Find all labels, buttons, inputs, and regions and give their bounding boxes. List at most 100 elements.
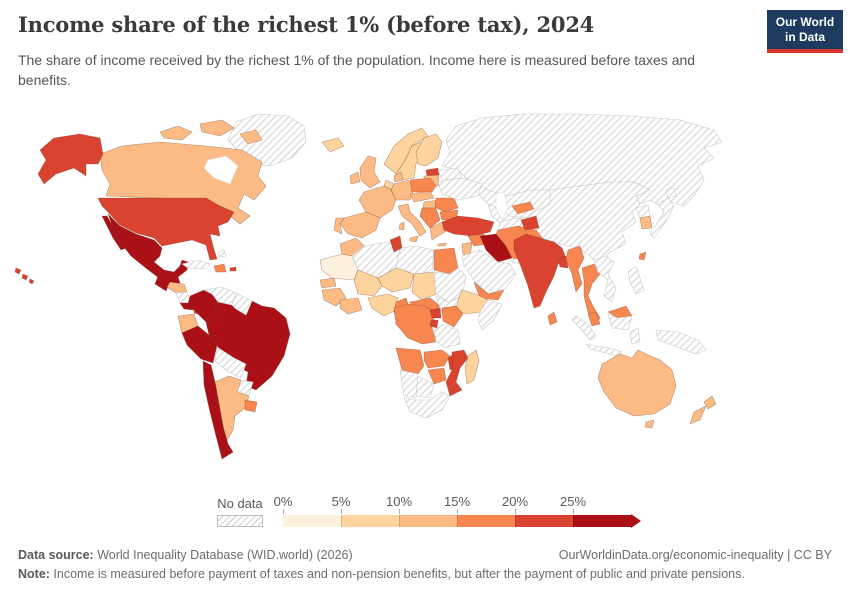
region-zimbabwe[interactable] bbox=[427, 367, 447, 385]
region-somalia[interactable] bbox=[477, 299, 503, 331]
region-korea-north[interactable] bbox=[635, 204, 651, 219]
region-brazil[interactable] bbox=[205, 299, 291, 391]
region-finland[interactable] bbox=[415, 133, 443, 167]
region-turkey[interactable] bbox=[441, 215, 495, 237]
region-cuba[interactable] bbox=[181, 259, 211, 270]
region-denmark[interactable] bbox=[393, 171, 404, 183]
legend-segment-15-20%[interactable]: 15% bbox=[444, 494, 515, 527]
region-saudi-arabia[interactable] bbox=[461, 249, 517, 295]
region-uruguay[interactable] bbox=[244, 399, 258, 413]
region-portugal[interactable] bbox=[333, 217, 345, 235]
region-canada-islands[interactable] bbox=[159, 119, 263, 145]
note-line: Note: Income is measured before payment … bbox=[18, 567, 745, 581]
legend-tick bbox=[341, 509, 342, 514]
region-usa[interactable] bbox=[97, 197, 235, 261]
region-cote-ghana[interactable] bbox=[339, 297, 363, 315]
region-tanzania[interactable] bbox=[433, 323, 461, 349]
region-zambia[interactable] bbox=[423, 349, 451, 369]
region-new-zealand[interactable] bbox=[689, 395, 717, 425]
legend-segment-10-15%[interactable]: 10% bbox=[386, 494, 457, 527]
region-bolivia[interactable] bbox=[214, 346, 247, 379]
region-south-africa[interactable] bbox=[403, 391, 451, 419]
region-egypt[interactable] bbox=[433, 247, 459, 275]
region-indonesia[interactable] bbox=[571, 313, 641, 357]
owid-logo[interactable]: Our World in Data bbox=[767, 10, 843, 53]
region-peru[interactable] bbox=[181, 325, 218, 364]
region-hispaniola[interactable] bbox=[213, 263, 227, 273]
color-legend-bar[interactable]: 0% 5% 10% 15% 20% 25% bbox=[274, 494, 641, 528]
region-ukraine[interactable] bbox=[437, 177, 483, 201]
region-austria-czechia[interactable] bbox=[409, 190, 435, 203]
region-south-korea[interactable] bbox=[639, 215, 653, 230]
region-balkans[interactable] bbox=[419, 207, 441, 229]
region-puerto-rico[interactable] bbox=[229, 266, 237, 272]
owid-link[interactable]: OurWorldinData.org/economic-inequality |… bbox=[558, 548, 832, 562]
no-data-swatch[interactable] bbox=[217, 515, 263, 527]
region-niger[interactable] bbox=[377, 267, 415, 293]
region-estonia[interactable] bbox=[425, 167, 440, 177]
legend-tick-label: 15% bbox=[443, 494, 471, 509]
region-uganda[interactable] bbox=[429, 307, 442, 319]
region-nigeria[interactable] bbox=[367, 293, 399, 317]
region-japan[interactable] bbox=[649, 187, 677, 239]
region-ireland[interactable] bbox=[349, 171, 361, 185]
region-usa-alaska[interactable] bbox=[37, 133, 104, 185]
region-angola[interactable] bbox=[395, 347, 425, 375]
no-data-label: No data bbox=[217, 496, 263, 511]
region-botswana[interactable] bbox=[415, 375, 435, 399]
data-source-line: Data source: World Inequality Database (… bbox=[18, 548, 353, 562]
region-philippines[interactable] bbox=[627, 265, 645, 295]
region-vietnam-laos[interactable] bbox=[593, 255, 617, 303]
legend-segment-5-10%[interactable]: 5% bbox=[332, 494, 399, 527]
note-label: Note: bbox=[18, 567, 50, 581]
region-mozambique[interactable] bbox=[445, 349, 469, 397]
legend-tick-label: 0% bbox=[273, 494, 293, 509]
region-italy[interactable] bbox=[397, 203, 427, 243]
region-guyanas[interactable] bbox=[231, 292, 253, 316]
region-honduras[interactable] bbox=[166, 281, 188, 294]
region-poland[interactable] bbox=[409, 177, 437, 193]
region-australia[interactable] bbox=[597, 349, 677, 429]
region-bangladesh[interactable] bbox=[557, 255, 569, 269]
region-belarus[interactable] bbox=[437, 167, 463, 181]
region-sudan[interactable] bbox=[433, 267, 467, 303]
region-chad[interactable] bbox=[411, 271, 437, 301]
region-madagascar[interactable] bbox=[464, 349, 480, 385]
note-text: Income is measured before payment of tax… bbox=[49, 567, 745, 581]
region-kenya[interactable] bbox=[441, 305, 464, 328]
region-png[interactable] bbox=[655, 329, 707, 355]
legend-tick bbox=[515, 509, 516, 514]
region-sri-lanka[interactable] bbox=[547, 311, 558, 326]
legend-segment-20-25%[interactable]: 20% bbox=[502, 494, 573, 527]
legend-tick bbox=[573, 509, 574, 514]
region-senegal[interactable] bbox=[319, 277, 337, 289]
region-guatemala[interactable] bbox=[154, 275, 171, 292]
world-choropleth-map[interactable] bbox=[10, 112, 840, 478]
region-iceland[interactable] bbox=[321, 137, 345, 153]
region-usa-hawaii[interactable] bbox=[14, 267, 35, 285]
region-mauritania[interactable] bbox=[319, 253, 359, 281]
owid-logo-line2: in Data bbox=[784, 30, 825, 44]
region-romania[interactable] bbox=[434, 197, 459, 213]
region-namibia[interactable] bbox=[399, 369, 419, 399]
region-france[interactable] bbox=[358, 185, 397, 219]
region-india[interactable] bbox=[513, 233, 567, 309]
chart-subtitle: The share of income received by the rich… bbox=[18, 52, 696, 89]
region-drc[interactable] bbox=[393, 303, 437, 345]
region-tajikistan[interactable] bbox=[520, 215, 540, 231]
region-myanmar[interactable] bbox=[565, 245, 585, 293]
region-uk[interactable] bbox=[359, 155, 381, 189]
legend-tick-label: 5% bbox=[331, 494, 351, 509]
region-libya[interactable] bbox=[395, 245, 435, 277]
legend-segment-25%+[interactable]: 25% bbox=[560, 494, 631, 527]
region-spain[interactable] bbox=[339, 211, 381, 239]
page-title: Income share of the richest 1% (before t… bbox=[18, 12, 595, 37]
region-malaysia-peninsula[interactable] bbox=[587, 311, 601, 327]
region-taiwan[interactable] bbox=[638, 251, 647, 261]
region-mexico[interactable] bbox=[107, 213, 189, 285]
legend-segment-0-5%[interactable]: 0% bbox=[274, 494, 341, 527]
legend-tick bbox=[283, 509, 284, 514]
region-kyrgyzstan[interactable] bbox=[511, 201, 535, 215]
region-bahamas[interactable] bbox=[217, 249, 227, 258]
region-chile[interactable] bbox=[202, 360, 234, 460]
